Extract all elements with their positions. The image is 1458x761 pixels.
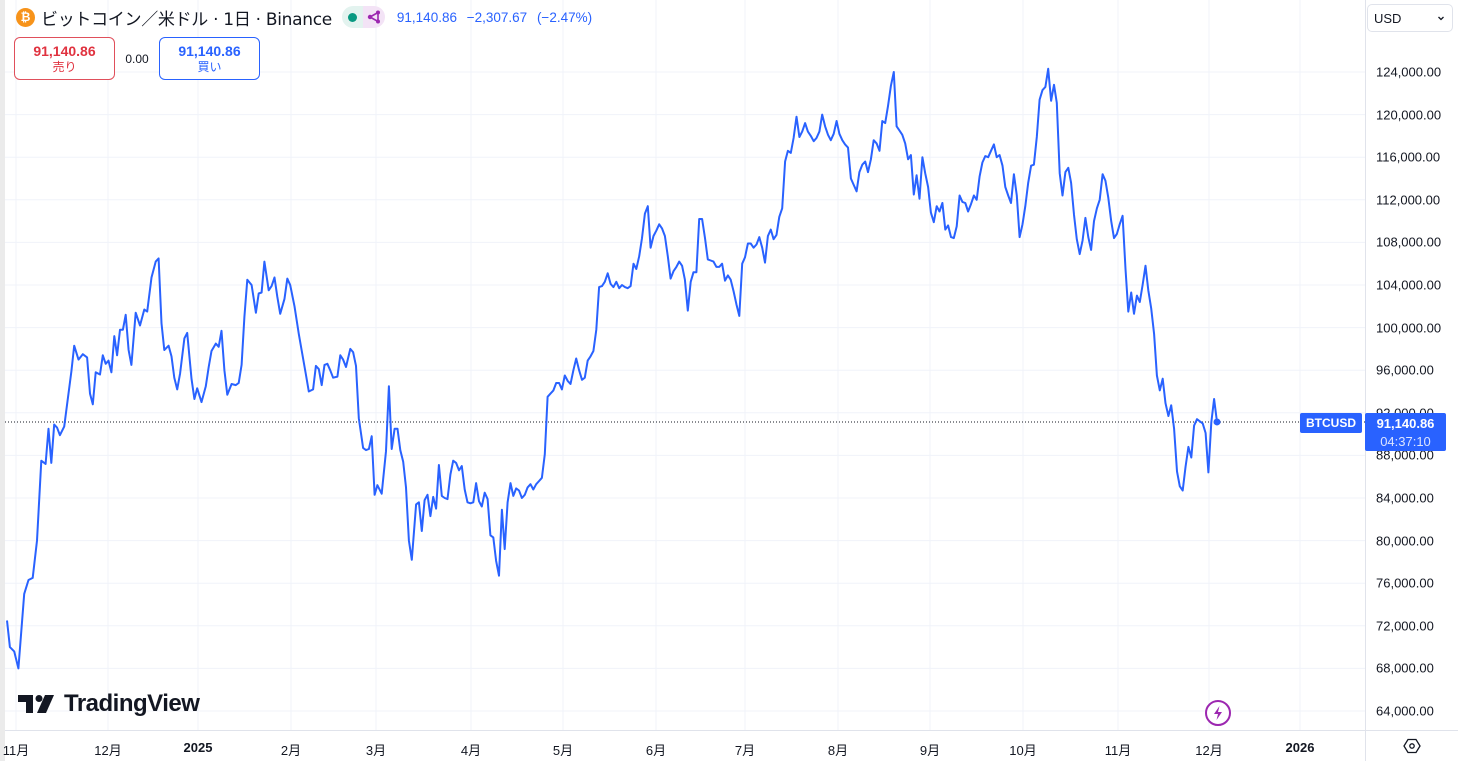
chart-settings-button[interactable] (1365, 730, 1458, 761)
price-tick-label: 76,000.00 (1376, 575, 1434, 591)
price-chart-svg[interactable] (5, 0, 1365, 730)
last-price-tag: 91,140.86 04:37:10 (1365, 413, 1446, 451)
left-edge (0, 0, 5, 761)
change-percent-value: (−2.47%) (536, 9, 593, 25)
lightning-button[interactable] (1205, 700, 1231, 726)
ohlc-values: 91,140.86 −2,307.67 (−2.47%) (397, 10, 598, 25)
price-tick-label: 116,000.00 (1376, 149, 1441, 165)
bitcoin-icon: ₿ (16, 7, 35, 27)
bar-countdown: 04:37:10 (1380, 434, 1431, 449)
price-tick-label: 64,000.00 (1376, 703, 1434, 719)
time-tick-label: 7月 (734, 743, 756, 758)
price-tick-label: 72,000.00 (1376, 618, 1434, 634)
time-tick-label: 11月 (1104, 743, 1132, 758)
last-point-marker (1213, 418, 1221, 426)
time-tick-label: 10月 (1009, 743, 1037, 758)
price-line-series[interactable] (6, 67, 1218, 670)
time-axis[interactable]: 11月 12月 2025 2月 3月 4月 5月 6月 7月 8月 9月 10月 11月 12月 2026 (2, 730, 1365, 761)
price-tick-label: 104,000.00 (1376, 277, 1442, 293)
status-pill[interactable] (341, 6, 385, 28)
sell-price: 91,140.86 (33, 42, 96, 59)
last-price-tag-price: 91,140.86 (1376, 416, 1435, 431)
symbol-title[interactable]: ビットコイン／米ドル · 1日 · Binance (41, 9, 332, 30)
market-open-dot-icon (347, 12, 357, 22)
time-tick-label: 2025 (183, 740, 213, 755)
buy-price: 91,140.86 (178, 42, 241, 59)
last-price-value: 91,140.86 (396, 9, 457, 25)
price-tick-label: 96,000.00 (1376, 362, 1434, 378)
currency-selector[interactable]: USD (1367, 4, 1453, 32)
time-tick-label: 8月 (827, 743, 849, 758)
price-tick-label: 68,000.00 (1376, 660, 1434, 676)
time-tick-label: 11月 (2, 743, 30, 758)
time-tick-label: 2026 (1285, 740, 1315, 755)
currency-value: USD (1374, 10, 1402, 26)
time-tick-label: 3月 (365, 743, 387, 758)
chevron-down-icon (1438, 16, 1444, 21)
price-tick-label: 84,000.00 (1376, 490, 1434, 506)
price-tick-label: 88,000.00 (1376, 447, 1434, 463)
price-tick-label: 108,000.00 (1376, 234, 1442, 250)
chart-legend: ₿ ビットコイン／米ドル · 1日 · Binance 91,140.86 −2… (16, 5, 598, 30)
price-tick-label: 124,000.00 (1376, 64, 1442, 80)
market-open-indicator[interactable] (341, 6, 363, 28)
buy-label: 買い (197, 59, 222, 74)
tradingview-logo-text: TradingView (64, 690, 200, 717)
price-tick-label: 80,000.00 (1376, 533, 1434, 549)
time-tick-label: 9月 (919, 743, 941, 758)
trade-buttons: 91,140.86 売り 0.00 91,140.86 買い (14, 37, 260, 80)
tradingview-logo[interactable]: TradingView (18, 690, 200, 718)
lightning-icon (1214, 706, 1222, 720)
change-value: −2,307.67 (466, 9, 528, 25)
share-network-indicator[interactable] (362, 6, 385, 28)
time-tick-label: 12月 (1195, 743, 1223, 758)
price-tick-label: 120,000.00 (1376, 107, 1442, 123)
price-tick-label: 112,000.00 (1376, 192, 1441, 208)
price-tick-label: 100,000.00 (1376, 320, 1442, 336)
sell-button[interactable]: 91,140.86 売り (14, 37, 115, 80)
time-tick-label: 4月 (460, 743, 482, 758)
time-tick-label: 6月 (645, 743, 667, 758)
tradingview-mark-icon (18, 695, 54, 713)
price-axis[interactable]: 124,000.00 120,000.00 116,000.00 112,000.00… (1365, 0, 1458, 730)
settings-hexagon-icon (1403, 738, 1421, 754)
time-tick-label: 12月 (94, 743, 122, 758)
sell-label: 売り (52, 59, 77, 74)
chart-pane[interactable] (5, 0, 1365, 730)
symbol-tag: BTCUSD (1300, 413, 1362, 433)
time-tick-label: 2月 (280, 743, 302, 758)
share-network-icon (367, 10, 380, 24)
spread-value: 0.00 (125, 51, 149, 66)
time-tick-label: 5月 (552, 743, 574, 758)
buy-button[interactable]: 91,140.86 買い (159, 37, 260, 80)
